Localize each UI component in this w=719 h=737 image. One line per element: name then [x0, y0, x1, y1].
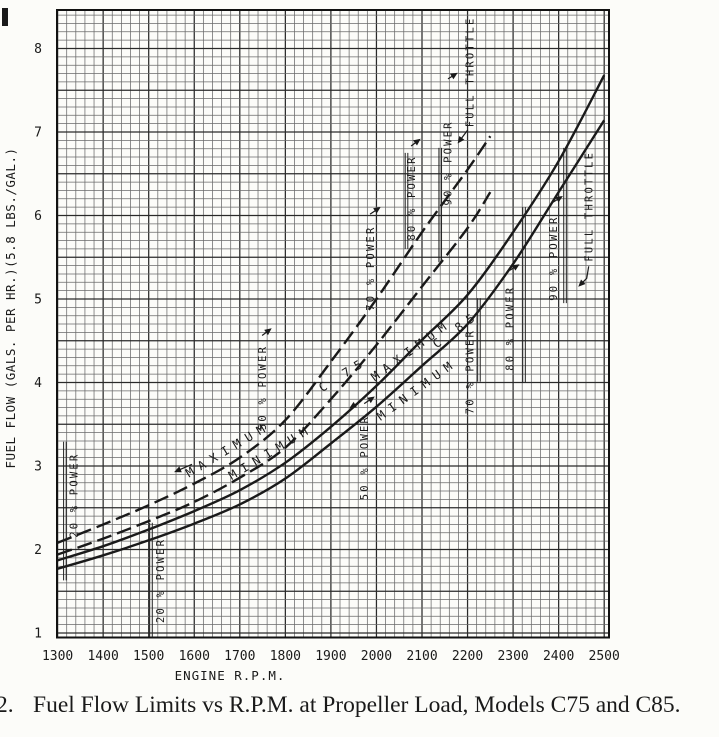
power-markers: 20 % POWER 50 % POWER 70 % POWER 80 % POWER… — [63, 17, 595, 638]
power-marker-c85-90: 90 % POWER — [548, 147, 567, 304]
x-tick-label: 2200 — [452, 649, 483, 664]
power-marker-c75-20: 20 % POWER — [63, 441, 81, 581]
c75-max-label-leader-arrowhead — [174, 466, 182, 473]
y-axis-title: FUEL FLOW (GALS. PER HR.)(5.8 LBS./GAL.) — [3, 147, 18, 468]
caption-number: 2. — [0, 692, 14, 718]
power-marker-label: 50 % POWER — [359, 415, 371, 500]
power-marker-c85-70: 70 % POWER — [464, 298, 481, 414]
power-marker-c75-90: 90 % POWER — [438, 72, 458, 263]
x-tick-label: 1600 — [179, 649, 210, 664]
x-tick-label: 1700 — [224, 649, 255, 664]
x-tick-label: 2500 — [589, 649, 620, 664]
x-axis-ticks: 1300 1400 1500 1600 1700 1800 1900 2000 2100 2200… — [42, 649, 620, 664]
c85-min-label-leader-arrowhead — [349, 401, 357, 409]
x-axis-title: ENGINE R.P.M. — [175, 668, 286, 683]
power-marker-c85-90-leader-arrowhead — [555, 196, 563, 203]
y-tick-label: 3 — [34, 460, 42, 475]
power-marker-c75-50-leader-arrowhead — [264, 328, 272, 336]
power-marker-c75-50: 50 % POWER — [257, 328, 272, 430]
y-tick-label: 5 — [34, 293, 42, 308]
x-tick-label: 2100 — [406, 649, 437, 664]
y-tick-label: 4 — [34, 376, 42, 391]
x-tick-label: 2400 — [543, 649, 574, 664]
power-marker-c85-80: 80 % POWER — [505, 207, 526, 383]
plot-border — [56, 9, 610, 639]
power-marker-label: 90 % POWER — [443, 120, 455, 205]
power-marker-label: 50 % POWER — [257, 345, 269, 430]
power-marker-c75-ft-leader-arrowhead — [457, 136, 465, 144]
y-tick-label: 8 — [34, 42, 42, 57]
power-marker-label: 20 % POWER — [155, 538, 167, 623]
power-marker-c75-80-leader-arrowhead — [413, 138, 421, 146]
power-marker-c85-20: 20 % POWER — [149, 522, 167, 638]
x-tick-label: 2300 — [497, 649, 528, 664]
power-marker-c85-80-leader-arrowhead — [512, 264, 520, 271]
grid-lines — [56, 10, 609, 638]
scan-artifact-mark — [2, 8, 8, 26]
x-tick-label: 1400 — [87, 649, 118, 664]
y-tick-label: 6 — [34, 209, 42, 224]
power-marker-label: 80 % POWER — [406, 155, 418, 240]
x-tick-label: 1300 — [42, 649, 73, 664]
power-marker-label: FULL THROTTLE — [464, 17, 476, 128]
power-marker-label: 70 % POWER — [464, 329, 476, 414]
curve-minimum-c-75 — [57, 191, 492, 556]
power-marker-label: 80 % POWER — [505, 286, 517, 371]
power-marker-label: 90 % POWER — [548, 215, 560, 300]
power-marker-c75-80: 80 % POWER — [404, 138, 421, 249]
power-marker-c75-70: 70 % POWER — [365, 207, 381, 311]
power-marker-c75-ft: FULL THROTTLE — [457, 17, 476, 144]
figure-caption: 2. Fuel Flow Limits vs R.P.M. at Propell… — [0, 692, 681, 718]
power-marker-c85-ft: FULL THROTTLE — [578, 151, 595, 287]
power-marker-c85-50: 50 % POWER — [359, 396, 375, 500]
y-tick-label: 1 — [34, 627, 42, 642]
power-marker-c75-90-leader-arrowhead — [450, 72, 458, 80]
y-axis-ticks: 1 2 3 4 5 6 7 8 — [34, 42, 42, 642]
power-marker-label: 70 % POWER — [365, 225, 377, 310]
plot-frame — [56, 9, 610, 639]
power-marker-label: 20 % POWER — [69, 453, 81, 538]
caption-text: Fuel Flow Limits vs R.P.M. at Propeller … — [33, 692, 681, 718]
y-tick-label: 2 — [34, 543, 42, 558]
power-marker-c85-ft-leader-arrowhead — [578, 279, 586, 287]
curve-maximum-c-75 — [57, 135, 492, 544]
x-tick-label: 1800 — [270, 649, 301, 664]
y-tick-label: 7 — [34, 126, 42, 141]
power-marker-c75-70-leader-arrowhead — [373, 207, 381, 214]
x-tick-label: 1900 — [315, 649, 346, 664]
x-tick-label: 1500 — [133, 649, 164, 664]
power-marker-c85-50-leader-arrowhead — [367, 396, 375, 404]
x-tick-label: 2000 — [361, 649, 392, 664]
power-marker-label: FULL THROTTLE — [583, 151, 595, 262]
